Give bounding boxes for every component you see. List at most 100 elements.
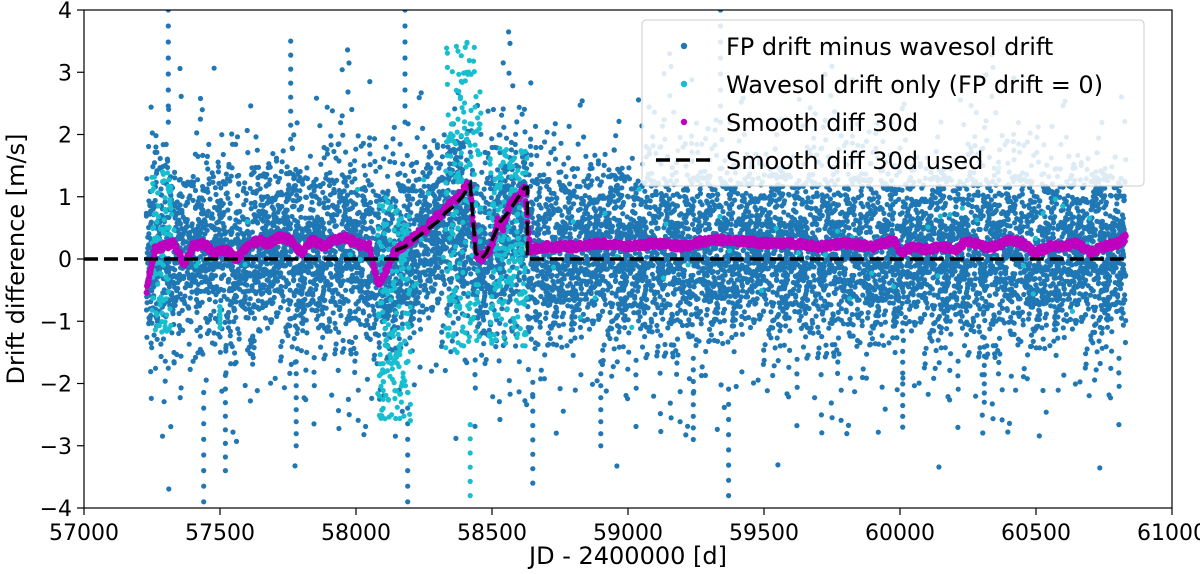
data-point (203, 222, 210, 228)
data-point (294, 330, 300, 336)
data-point (225, 195, 231, 201)
data-point (481, 317, 487, 323)
data-point (340, 278, 346, 284)
data-point (216, 218, 222, 225)
data-point (385, 227, 392, 233)
data-point (149, 345, 155, 351)
data-point (499, 306, 505, 312)
data-point (611, 147, 617, 153)
data-point (325, 198, 331, 204)
data-point (528, 325, 534, 331)
data-point (199, 279, 205, 285)
data-point (513, 131, 519, 137)
data-point (546, 341, 552, 347)
data-point (371, 352, 378, 358)
data-point (478, 131, 484, 137)
data-point (428, 368, 435, 374)
data-point (322, 297, 328, 303)
data-point (488, 195, 494, 201)
data-point (146, 143, 152, 150)
data-point (330, 310, 336, 316)
data-point (197, 324, 203, 331)
data-point (516, 277, 523, 283)
data-point (206, 181, 212, 187)
data-point (362, 172, 368, 178)
data-point (348, 351, 354, 357)
data-point (361, 219, 367, 225)
data-point (588, 279, 594, 285)
data-point (363, 423, 369, 430)
data-point (385, 173, 391, 179)
data-point (309, 199, 315, 205)
data-point (223, 171, 229, 177)
data-point (605, 252, 611, 258)
data-point (558, 169, 564, 175)
data-point (276, 175, 283, 181)
data-point (546, 161, 552, 167)
data-point (541, 172, 547, 178)
data-point (571, 188, 577, 194)
data-point (311, 355, 317, 361)
data-point (375, 332, 382, 338)
data-point (381, 156, 387, 162)
data-point (574, 194, 580, 200)
data-point (185, 200, 191, 206)
data-point (216, 227, 222, 233)
data-point (157, 155, 163, 162)
data-point (600, 274, 606, 280)
data-point (206, 317, 213, 323)
data-point (284, 207, 290, 213)
data-point (339, 113, 345, 119)
data-point (180, 327, 186, 333)
data-point (613, 175, 619, 181)
data-point (313, 95, 320, 101)
data-point (274, 278, 281, 284)
data-point (415, 294, 421, 300)
data-point (334, 177, 340, 183)
data-point (200, 197, 206, 203)
data-point (270, 151, 276, 157)
data-point (166, 486, 172, 492)
data-point (417, 364, 423, 370)
data-point (610, 260, 616, 266)
data-point (572, 314, 578, 320)
data-point (432, 281, 438, 287)
data-point (367, 135, 373, 141)
data-point (595, 161, 602, 167)
data-point (301, 306, 308, 313)
data-point (328, 261, 334, 267)
data-point (609, 373, 615, 379)
data-point (302, 276, 308, 282)
data-point (251, 345, 257, 351)
data-point (278, 270, 284, 276)
data-point (513, 149, 519, 155)
data-point (391, 124, 397, 130)
data-point (294, 326, 301, 332)
data-point (390, 136, 396, 142)
data-point (367, 151, 373, 157)
data-point (228, 173, 234, 179)
data-point (232, 350, 238, 356)
data-point (506, 70, 512, 76)
data-point (616, 324, 623, 330)
data-point (149, 130, 155, 136)
data-point (205, 208, 211, 214)
data-point (507, 297, 513, 303)
data-point (370, 229, 376, 235)
data-point (554, 342, 560, 348)
data-point (205, 166, 211, 172)
data-point (186, 341, 192, 347)
data-point (170, 311, 176, 317)
data-point (489, 263, 495, 269)
data-point (543, 276, 549, 282)
data-point (310, 207, 316, 213)
data-point (593, 208, 599, 214)
data-point (257, 328, 263, 334)
data-point (538, 205, 544, 211)
data-point (620, 211, 626, 217)
data-point (246, 301, 252, 307)
data-point (210, 174, 216, 180)
data-point (567, 181, 573, 187)
data-point (566, 123, 572, 129)
data-point (481, 341, 487, 347)
